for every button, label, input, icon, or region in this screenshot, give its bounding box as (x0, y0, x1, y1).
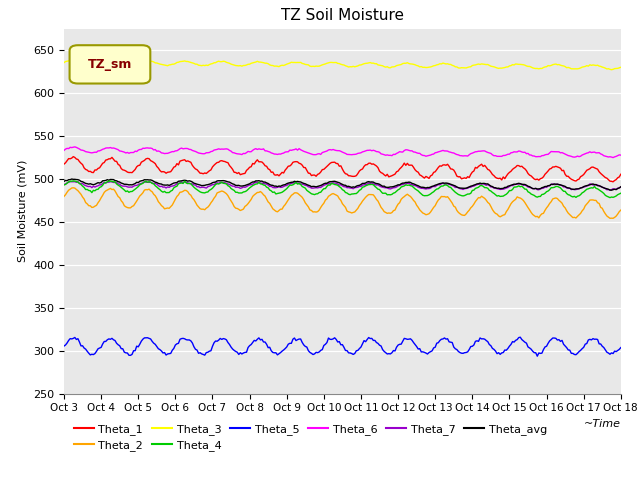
Y-axis label: Soil Moisture (mV): Soil Moisture (mV) (17, 160, 28, 263)
Text: TZ_sm: TZ_sm (88, 58, 132, 71)
FancyBboxPatch shape (70, 45, 150, 84)
Text: ~Time: ~Time (584, 419, 621, 429)
Legend: Theta_1, Theta_2, Theta_3, Theta_4, Theta_5, Theta_6, Theta_7, Theta_avg: Theta_1, Theta_2, Theta_3, Theta_4, Thet… (70, 419, 551, 456)
Title: TZ Soil Moisture: TZ Soil Moisture (281, 9, 404, 24)
